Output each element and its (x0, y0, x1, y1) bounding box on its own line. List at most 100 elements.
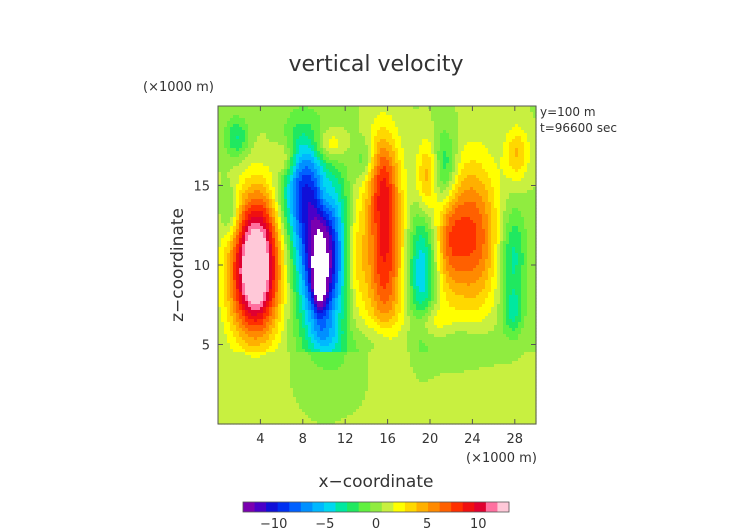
contour-cell (371, 172, 375, 176)
contour-cell (518, 136, 522, 140)
contour-cell (386, 160, 390, 164)
contour-cell (443, 211, 447, 215)
contour-cell (410, 214, 414, 218)
contour-cell (308, 160, 312, 164)
contour-cell (383, 106, 387, 110)
contour-cell (338, 136, 342, 140)
contour-cell (356, 238, 360, 242)
contour-cell (533, 244, 537, 248)
contour-cell (326, 238, 330, 242)
contour-cell (314, 202, 318, 206)
contour-cell (218, 151, 222, 155)
contour-cell (227, 220, 231, 224)
contour-cell (269, 196, 273, 200)
contour-cell (386, 187, 390, 191)
contour-cell (464, 175, 468, 179)
contour-cell (452, 211, 456, 215)
contour-cell (365, 178, 369, 182)
contour-cell (449, 121, 453, 125)
contour-cell (269, 232, 273, 236)
contour-cell (338, 166, 342, 170)
contour-cell (233, 118, 237, 122)
contour-cell (239, 133, 243, 137)
contour-cell (278, 181, 282, 185)
contour-cell (485, 217, 489, 221)
contour-cell (410, 148, 414, 152)
contour-cell (341, 118, 345, 122)
contour-cell (332, 112, 336, 116)
contour-cell (473, 181, 477, 185)
contour-cell (224, 232, 228, 236)
contour-cell (512, 217, 516, 221)
contour-cell (479, 244, 483, 248)
contour-cell (245, 115, 249, 119)
contour-cell (311, 106, 315, 110)
contour-cell (290, 211, 294, 215)
contour-cell (422, 199, 426, 203)
contour-cell (341, 181, 345, 185)
contour-cell (446, 121, 450, 125)
contour-cell (401, 142, 405, 146)
contour-cell (305, 238, 309, 242)
contour-cell (227, 187, 231, 191)
contour-cell (392, 169, 396, 173)
contour-cell (527, 187, 531, 191)
contour-cell (530, 244, 534, 248)
contour-cell (260, 238, 264, 242)
contour-cell (491, 193, 495, 197)
contour-cell (287, 235, 291, 239)
contour-cell (524, 145, 528, 149)
contour-cell (419, 160, 423, 164)
contour-cell (455, 145, 459, 149)
contour-cell (371, 106, 375, 110)
contour-cell (407, 133, 411, 137)
contour-cell (512, 220, 516, 224)
contour-cell (338, 205, 342, 209)
contour-cell (314, 139, 318, 143)
contour-cell (329, 235, 333, 239)
contour-cell (446, 208, 450, 212)
contour-cell (227, 202, 231, 206)
contour-cell (407, 160, 411, 164)
contour-cell (428, 169, 432, 173)
contour-cell (293, 226, 297, 230)
contour-cell (422, 175, 426, 179)
contour-cell (431, 166, 435, 170)
contour-cell (380, 190, 384, 194)
contour-cell (524, 112, 528, 116)
contour-cell (233, 139, 237, 143)
contour-cell (407, 178, 411, 182)
contour-cell (287, 208, 291, 212)
contour-cell (503, 148, 507, 152)
contour-cell (284, 148, 288, 152)
contour-cell (533, 139, 537, 143)
contour-cell (359, 112, 363, 116)
contour-cell (509, 196, 513, 200)
contour-cell (500, 175, 504, 179)
contour-cell (224, 148, 228, 152)
contour-cell (443, 148, 447, 152)
contour-cell (305, 142, 309, 146)
contour-cell (386, 163, 390, 167)
contour-cell (431, 232, 435, 236)
contour-cell (410, 235, 414, 239)
contour-cell (518, 244, 522, 248)
contour-cell (254, 232, 258, 236)
contour-cell (362, 139, 366, 143)
contour-cell (527, 142, 531, 146)
contour-cell (278, 238, 282, 242)
contour-cell (302, 226, 306, 230)
contour-cell (320, 142, 324, 146)
contour-cell (368, 178, 372, 182)
contour-cell (380, 151, 384, 155)
contour-cell (434, 178, 438, 182)
contour-cell (335, 223, 339, 227)
contour-cell (335, 115, 339, 119)
contour-cell (425, 223, 429, 227)
contour-cell (389, 238, 393, 242)
contour-cell (371, 187, 375, 191)
contour-cell (287, 214, 291, 218)
contour-cell (440, 160, 444, 164)
contour-cell (515, 238, 519, 242)
contour-cell (512, 124, 516, 128)
